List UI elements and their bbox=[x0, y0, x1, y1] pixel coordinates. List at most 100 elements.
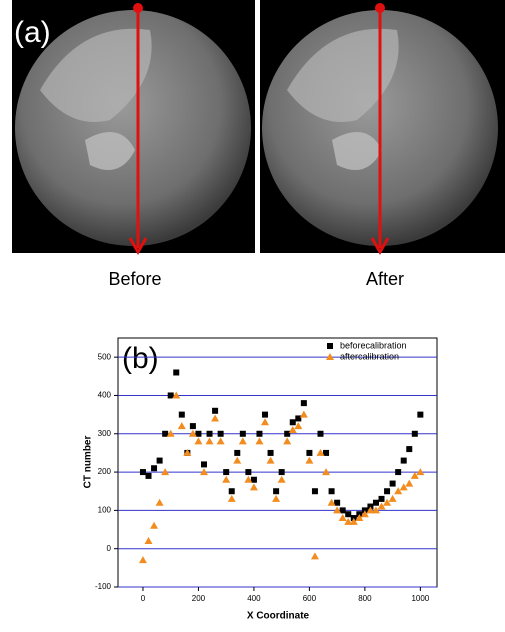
point bbox=[416, 468, 425, 476]
point bbox=[144, 537, 153, 545]
point bbox=[188, 429, 197, 437]
point bbox=[256, 430, 263, 437]
point bbox=[360, 510, 369, 518]
point bbox=[295, 415, 302, 422]
legend-label: beforecalibration bbox=[340, 340, 407, 350]
point bbox=[378, 495, 385, 502]
point bbox=[400, 457, 407, 464]
y-tick-label: 300 bbox=[98, 429, 112, 438]
point bbox=[273, 488, 280, 495]
point bbox=[195, 430, 202, 437]
point bbox=[155, 498, 164, 506]
point bbox=[173, 369, 180, 376]
point bbox=[389, 480, 396, 487]
point bbox=[394, 487, 403, 495]
point bbox=[234, 449, 241, 456]
point bbox=[178, 411, 185, 418]
point bbox=[267, 449, 274, 456]
point bbox=[410, 471, 419, 479]
point bbox=[384, 488, 391, 495]
point bbox=[371, 506, 380, 514]
image-after bbox=[260, 0, 505, 256]
point bbox=[339, 507, 346, 514]
point bbox=[417, 411, 424, 418]
point bbox=[205, 437, 214, 445]
panel-label: (a) bbox=[14, 16, 51, 49]
point bbox=[194, 437, 203, 445]
point bbox=[161, 468, 170, 476]
point bbox=[227, 494, 236, 502]
caption: Before bbox=[108, 269, 161, 289]
point bbox=[283, 437, 292, 445]
point bbox=[261, 418, 270, 426]
point bbox=[284, 430, 291, 437]
point bbox=[388, 494, 397, 502]
x-tick-label: 400 bbox=[247, 594, 261, 603]
point bbox=[349, 517, 358, 525]
point bbox=[255, 437, 264, 445]
legend-label: aftercalibration bbox=[340, 351, 399, 361]
x-tick-label: 800 bbox=[358, 594, 372, 603]
point bbox=[272, 494, 281, 502]
y-axis-label: CT number bbox=[83, 436, 94, 489]
y-tick-label: 0 bbox=[107, 544, 112, 553]
point bbox=[172, 391, 181, 399]
point bbox=[189, 423, 196, 430]
x-tick-label: 600 bbox=[303, 594, 317, 603]
point bbox=[300, 400, 307, 407]
point bbox=[323, 449, 330, 456]
point bbox=[395, 469, 402, 476]
point bbox=[338, 514, 347, 522]
point bbox=[372, 499, 379, 506]
point bbox=[245, 469, 252, 476]
point bbox=[216, 437, 225, 445]
point bbox=[317, 430, 324, 437]
point bbox=[249, 483, 258, 491]
point bbox=[223, 469, 230, 476]
point bbox=[228, 488, 235, 495]
point bbox=[211, 414, 220, 422]
point bbox=[238, 437, 247, 445]
point bbox=[333, 506, 342, 514]
point bbox=[288, 425, 297, 433]
y-tick-label: 100 bbox=[98, 505, 112, 514]
point bbox=[277, 475, 286, 483]
x-axis-label: X Coordinate bbox=[247, 611, 310, 622]
point bbox=[306, 449, 313, 456]
point bbox=[327, 498, 336, 506]
caption: After bbox=[366, 269, 404, 289]
point bbox=[239, 430, 246, 437]
point bbox=[405, 479, 414, 487]
point bbox=[150, 521, 159, 529]
point bbox=[399, 483, 408, 491]
point bbox=[233, 456, 242, 464]
point bbox=[305, 456, 314, 464]
point bbox=[199, 468, 208, 476]
point bbox=[139, 469, 146, 476]
point bbox=[266, 456, 275, 464]
point bbox=[383, 498, 392, 506]
point bbox=[299, 410, 308, 418]
y-tick-label: 200 bbox=[98, 467, 112, 476]
point bbox=[294, 422, 303, 430]
point bbox=[244, 475, 253, 483]
point bbox=[377, 502, 386, 510]
point bbox=[162, 430, 169, 437]
plot-frame bbox=[117, 337, 438, 588]
point bbox=[322, 468, 331, 476]
point bbox=[310, 552, 319, 560]
x-tick-label: 1000 bbox=[411, 594, 429, 603]
point bbox=[262, 411, 269, 418]
point bbox=[138, 556, 147, 564]
point bbox=[200, 461, 207, 468]
image-before bbox=[12, 0, 255, 256]
point bbox=[222, 475, 231, 483]
legend-marker bbox=[327, 343, 333, 349]
x-tick-label: 200 bbox=[192, 594, 206, 603]
point bbox=[250, 476, 257, 483]
point bbox=[166, 429, 175, 437]
y-tick-label: 500 bbox=[98, 352, 112, 361]
point bbox=[411, 430, 418, 437]
point bbox=[145, 472, 152, 479]
